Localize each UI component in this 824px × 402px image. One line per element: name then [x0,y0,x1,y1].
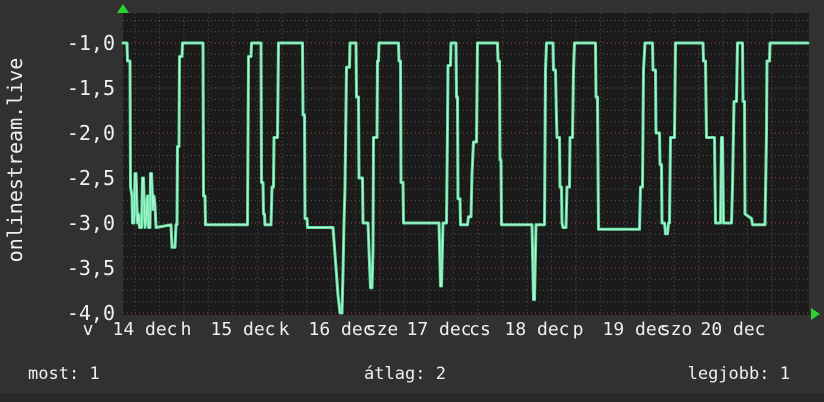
x-day-letter: sze [365,319,399,340]
stat-atlag-label: átlag: [364,364,426,384]
stat-legjobb-label: legjobb: [687,364,770,384]
stream-name-vertical-label: onlinestream.live [3,57,27,263]
bottom-strip [0,393,824,402]
stat-most-value: 1 [89,364,100,384]
x-axis-arrow-icon [811,308,820,320]
x-day-letter: v [82,319,94,340]
x-date-label: 20 dec [700,319,766,340]
stat-atlag-value: 2 [435,364,446,384]
stat-atlag: átlag: 2 [364,363,446,385]
stat-legjobb: legjobb: 1 [688,363,790,385]
x-day-letter: p [572,319,584,340]
stats-row: most: 1 átlag: 2 legjobb: 1 [0,363,824,385]
x-day-letter: cs [469,319,491,340]
y-tick-label: -3,0 [66,211,115,235]
x-day-letter: k [278,319,290,340]
x-day-letter: h [180,319,192,340]
y-tick-label: -1,5 [66,76,115,100]
stat-most: most: 1 [28,363,100,385]
y-tick-label: -3,5 [66,256,115,280]
stat-legjobb-value: 1 [779,364,790,384]
x-date-label: 16 dec [308,319,374,340]
y-tick-label: -1,0 [66,31,115,55]
x-date-label: 18 dec [504,319,570,340]
y-axis-arrow-icon [117,4,129,13]
y-tick-label: -2,0 [66,121,115,145]
x-date-label: 19 dec [602,319,668,340]
stat-most-label: most: [28,364,80,384]
y-tick-label: -4,0 [66,301,115,325]
x-day-letter: szo [659,319,693,340]
plot-area [121,13,810,319]
rank-line-chart [121,13,810,319]
x-date-label: 14 dec [112,319,178,340]
x-date-label: 15 dec [210,319,276,340]
x-date-label: 17 dec [406,319,472,340]
y-tick-label: -2,5 [66,166,115,190]
